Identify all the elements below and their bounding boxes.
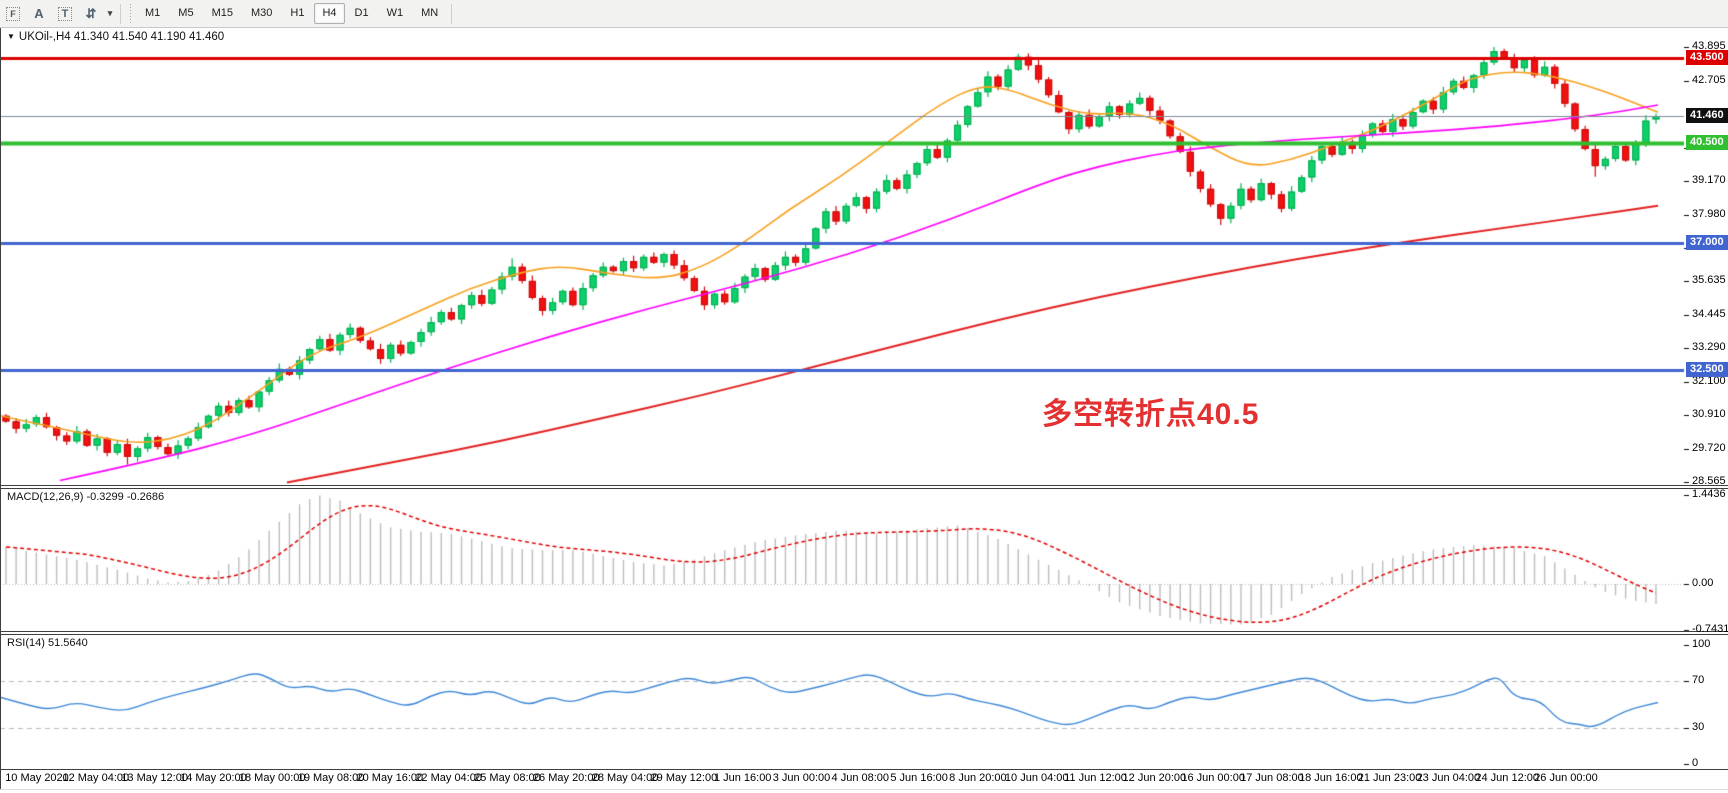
price-tick-35.635: 35.635 (1692, 274, 1726, 287)
time-label-14: 4 Jun 08:00 (831, 772, 890, 784)
time-label-5: 19 May 08:00 (297, 772, 365, 784)
rsi-tick-0: 0 (1692, 756, 1699, 769)
price-tick-33.290: 33.290 (1692, 340, 1726, 353)
time-label-4: 18 May 00:00 (238, 772, 306, 784)
window-bottom-edge (0, 789, 1728, 790)
price-tick-32.100: 32.100 (1692, 374, 1726, 387)
price-tick-37.980: 37.980 (1692, 207, 1726, 220)
rsi-tick-30: 30 (1692, 721, 1705, 734)
time-label-19: 12 Jun 20:00 (1122, 772, 1187, 784)
time-label-11: 29 May 12:00 (650, 772, 718, 784)
chart-text-annotation[interactable]: 多空转折点40.5 (1042, 398, 1260, 431)
text-label-icon[interactable]: T (53, 3, 77, 24)
macd-indicator-label: MACD(12,26,9) -0.3299 -0.2686 (7, 491, 165, 503)
time-label-0: 10 May 2020 (5, 772, 69, 784)
price-tick-39.170: 39.170 (1692, 174, 1726, 187)
price-badge-43.500: 43.500 (1686, 50, 1728, 66)
text-label-icon-glyph: T (57, 6, 73, 21)
time-label-16: 8 Jun 20:00 (949, 772, 1007, 784)
time-label-23: 21 Jun 23:00 (1357, 772, 1422, 784)
time-label-17: 10 Jun 04:00 (1004, 772, 1069, 784)
rsi-tick-100: 100 (1692, 637, 1711, 650)
price-badge-32.500: 32.500 (1686, 362, 1728, 378)
chart-toolbar: F A T ⇵ ▾ M1 M5 M15 M30 H1 H4 D1 W1 MN (0, 0, 1728, 28)
time-label-15: 5 Jun 16:00 (890, 772, 948, 784)
time-label-2: 13 May 12:00 (121, 772, 188, 784)
chart-symbol-title: ▼ UKOil-,H4 41.340 41.540 41.190 41.460 (7, 31, 224, 43)
toolbar-separator (451, 3, 453, 24)
timeframe-button-group: M1 M5 M15 M30 H1 H4 D1 W1 MN (136, 3, 447, 24)
time-label-13: 3 Jun 00:00 (772, 772, 831, 784)
fibonacci-icon[interactable]: F (1, 3, 25, 24)
price-badge-40.500: 40.500 (1686, 135, 1728, 151)
time-label-6: 20 May 16:00 (356, 772, 424, 784)
symbol-dropdown-icon[interactable]: ▼ (7, 32, 15, 41)
arrows-icon[interactable]: ⇵ (85, 5, 97, 21)
fibonacci-icon-glyph: F (6, 6, 20, 21)
toolbar-separator (120, 3, 121, 24)
time-label-1: 12 May 04:00 (62, 772, 130, 784)
timeframe-button-m30[interactable]: M30 (250, 7, 273, 19)
price-tick-30.910: 30.910 (1692, 408, 1726, 421)
timeframe-button-m1[interactable]: M1 (145, 7, 161, 19)
price-tick-42.705: 42.705 (1692, 73, 1726, 86)
macd-tick-0.00: 0.00 (1692, 576, 1714, 589)
time-label-10: 28 May 04:00 (591, 772, 659, 784)
time-label-9: 26 May 20:00 (532, 772, 600, 784)
time-label-26: 26 Jun 00:00 (1534, 772, 1598, 784)
price-axis-line (0, 27, 1, 789)
time-label-24: 23 Jun 04:00 (1416, 772, 1481, 784)
price-tick-28.565: 28.565 (1692, 475, 1726, 488)
text-icon[interactable]: A (34, 6, 44, 21)
price-badge-37.000: 37.000 (1686, 234, 1728, 250)
price-badge-41.460: 41.460 (1686, 108, 1728, 124)
timeframe-button-h4[interactable]: H4 (314, 3, 345, 24)
time-label-7: 22 May 04:00 (415, 772, 482, 784)
timeframe-button-mn[interactable]: MN (421, 7, 439, 19)
time-label-20: 16 Jun 00:00 (1181, 772, 1245, 784)
time-label-21: 17 Jun 08:00 (1240, 772, 1304, 784)
price-tick-29.720: 29.720 (1692, 442, 1726, 455)
timeframe-button-h1[interactable]: H1 (290, 7, 305, 19)
price-tick-34.445: 34.445 (1692, 308, 1726, 321)
timeframe-button-m5[interactable]: M5 (178, 7, 194, 19)
pane-separator-macd-rsi[interactable] (0, 631, 1728, 635)
toolbar-drag-grip[interactable] (128, 3, 133, 24)
arrows-dropdown-caret[interactable]: ▾ (107, 8, 113, 18)
macd-tick--0.7431: -0.7431 (1692, 622, 1728, 635)
time-label-8: 25 May 08:00 (474, 772, 541, 784)
symbol-ohlc-text: UKOil-,H4 41.340 41.540 41.190 41.460 (18, 31, 225, 43)
time-label-25: 24 Jun 12:00 (1475, 772, 1539, 784)
timeframe-button-w1[interactable]: W1 (386, 7, 404, 19)
time-label-18: 11 Jun 12:00 (1064, 772, 1127, 784)
price-tick-43.895: 43.895 (1692, 40, 1726, 52)
time-label-22: 18 Jun 16:00 (1298, 772, 1363, 784)
pane-separator-main-macd[interactable] (0, 485, 1728, 489)
macd-tick-1.4436: 1.4436 (1692, 488, 1726, 500)
rsi-indicator-label: RSI(14) 51.5640 (7, 637, 88, 649)
rsi-tick-70: 70 (1692, 673, 1705, 686)
time-label-12: 1 Jun 16:00 (713, 772, 772, 784)
timeframe-button-m15[interactable]: M15 (211, 7, 233, 19)
time-label-3: 14 May 20:00 (180, 772, 247, 784)
timeframe-button-d1[interactable]: D1 (354, 7, 369, 19)
